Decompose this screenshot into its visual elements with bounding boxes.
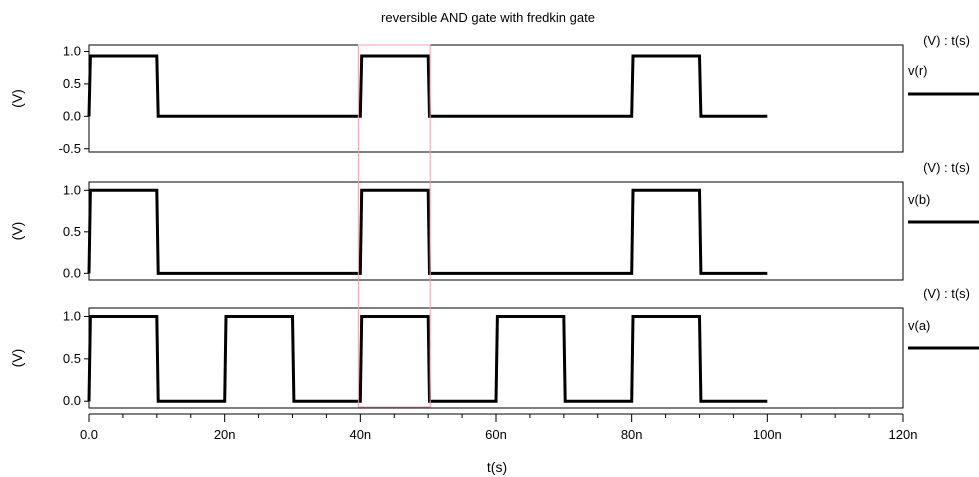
y-tick-label: -0.5 xyxy=(59,141,81,156)
y-tick-label: 0.0 xyxy=(63,265,81,280)
panels: 1.0 0.5 0.0 -0.5 (V) (V) : t(s) v(r) 1.0 0.5 0.0 (… xyxy=(9,33,979,409)
plot-frame xyxy=(88,44,904,153)
series-line-v(r) xyxy=(87,54,768,118)
x-axis-label: t(s) xyxy=(487,459,507,475)
y-tick-label: 0.5 xyxy=(63,76,81,91)
highlight-box xyxy=(357,44,431,408)
legend-label: v(r) xyxy=(908,63,928,78)
panel-2: 1.0 0.5 0.0 (V) (V) : t(s) v(b) xyxy=(9,160,979,281)
panel-1: 1.0 0.5 0.0 -0.5 (V) (V) : t(s) v(r) xyxy=(9,33,979,156)
x-tick-label: 120n xyxy=(889,427,918,442)
y-axis-label: (V) xyxy=(9,349,25,368)
plot-frame xyxy=(88,181,904,281)
legend-label: v(a) xyxy=(908,318,930,333)
y-tick-label: 0.0 xyxy=(63,393,81,408)
x-tick-label: 40n xyxy=(349,427,371,442)
panel-header: (V) : t(s) xyxy=(923,286,970,301)
panel-header: (V) : t(s) xyxy=(923,160,970,175)
y-axis-label: (V) xyxy=(9,89,25,108)
y-tick-label: 1.0 xyxy=(63,182,81,197)
y-axis-label: (V) xyxy=(9,222,25,241)
x-axis: 0.0 20n 40n 60n 80n 100n 120n xyxy=(80,413,918,442)
x-tick-label: 100n xyxy=(753,427,782,442)
y-tick-label: 1.0 xyxy=(63,308,81,323)
series-line-v(a) xyxy=(87,315,768,403)
panel-header: (V) : t(s) xyxy=(923,33,970,48)
x-tick-label: 0.0 xyxy=(80,427,98,442)
highlight-box-group xyxy=(357,44,431,408)
y-tick-label: 0.0 xyxy=(63,108,81,123)
y-tick-label: 1.0 xyxy=(63,43,81,58)
x-tick-label: 80n xyxy=(621,427,643,442)
x-tick-label: 20n xyxy=(214,427,236,442)
chart-title: reversible AND gate with fredkin gate xyxy=(381,10,595,25)
legend-label: v(b) xyxy=(908,192,930,207)
panel-3: 1.0 0.5 0.0 (V) (V) : t(s) v(a) xyxy=(9,286,979,409)
y-tick-label: 0.5 xyxy=(63,351,81,366)
series-line-v(b) xyxy=(87,188,768,275)
x-tick-label: 60n xyxy=(485,427,507,442)
y-tick-label: 0.5 xyxy=(63,224,81,239)
